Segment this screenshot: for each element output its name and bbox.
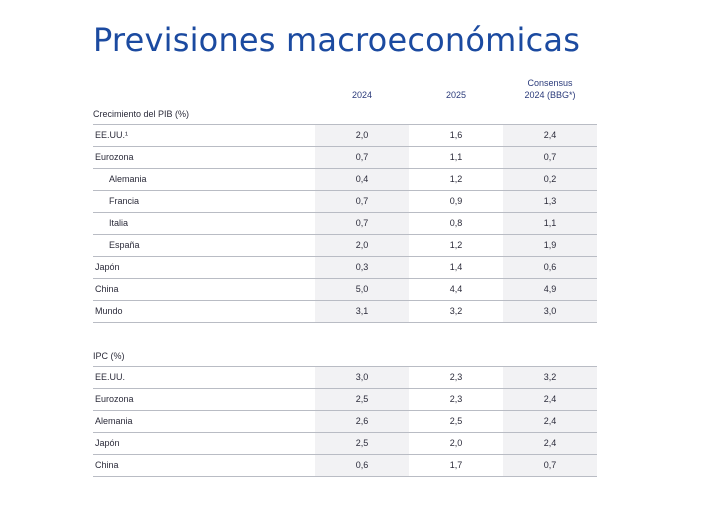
cell-consensus: 2,4 [503,411,597,432]
row-label: China [95,284,119,294]
cell-2024: 2,0 [315,235,409,256]
cell-2025: 2,5 [449,416,463,426]
cell-2024: 0,7 [315,191,409,212]
cell-2024: 2,5 [315,433,409,454]
cell-2024: 5,0 [315,279,409,300]
cell-2024: 2,5 [315,389,409,410]
cell-consensus: 0,6 [503,257,597,278]
row-label: Alemania [95,416,133,426]
cell-2025: 2,3 [449,394,463,404]
cell-2024: 2,0 [315,125,409,146]
cell-2025: 2,3 [449,372,463,382]
section-label-ipc: IPC (%) [93,351,125,361]
cell-2025: 2,0 [449,438,463,448]
row-label: China [95,460,119,470]
column-header-consensus-line2: 2024 (BBG*) [524,90,576,100]
cell-consensus: 0,7 [503,147,597,168]
cell-consensus: 3,2 [503,367,597,388]
cell-2024: 2,6 [315,411,409,432]
column-header-2025: 2025 [445,90,467,100]
cell-2025: 1,2 [449,240,463,250]
cell-consensus: 2,4 [503,125,597,146]
table-row: Eurozona 0,7 1,1 0,7 [93,147,597,169]
cell-2025: 4,4 [449,284,463,294]
table-row: Japón 0,3 1,4 0,6 [93,257,597,279]
cell-2025: 1,2 [449,174,463,184]
cell-consensus: 1,1 [503,213,597,234]
row-label: Alemania [109,174,147,184]
row-label: Eurozona [95,152,134,162]
table-row: Eurozona 2,5 2,3 2,4 [93,389,597,411]
table-row: Mundo 3,1 3,2 3,0 [93,301,597,323]
row-label: Mundo [95,306,123,316]
cell-2025: 0,8 [449,218,463,228]
section-label-pib: Crecimiento del PIB (%) [93,109,190,119]
row-label: Eurozona [95,394,134,404]
cell-2024: 0,7 [315,147,409,168]
row-label: España [109,240,140,250]
row-label: Italia [109,218,129,228]
cell-consensus: 3,0 [503,301,597,322]
row-label: Francia [109,196,140,206]
table-row: China 0,6 1,7 0,7 [93,455,597,477]
cell-2024: 0,3 [315,257,409,278]
cell-consensus: 1,3 [503,191,597,212]
table-row: Italia 0,7 0,8 1,1 [93,213,597,235]
cell-consensus: 2,4 [503,389,597,410]
cell-2024: 3,0 [315,367,409,388]
page-title: Previsiones macroeconómicas [93,21,581,59]
table-row: España 2,0 1,2 1,9 [93,235,597,257]
cell-2024: 3,1 [315,301,409,322]
row-label: EE.UU. [95,372,126,382]
table-row: Alemania 0,4 1,2 0,2 [93,169,597,191]
table-row: China 5,0 4,4 4,9 [93,279,597,301]
table-row: EE.UU. 3,0 2,3 3,2 [93,367,597,389]
cell-2025: 1,7 [449,460,463,470]
column-header-2024: 2024 [351,90,373,100]
cell-2024: 0,7 [315,213,409,234]
table-row: Alemania 2,6 2,5 2,4 [93,411,597,433]
row-label: EE.UU.¹ [95,130,129,140]
cell-2024: 0,6 [315,455,409,476]
cell-consensus: 2,4 [503,433,597,454]
table-row: Japón 2,5 2,0 2,4 [93,433,597,455]
section-divider-ipc [93,366,597,367]
cell-2024: 0,4 [315,169,409,190]
table-row: Francia 0,7 0,9 1,3 [93,191,597,213]
cell-consensus: 1,9 [503,235,597,256]
cell-2025: 1,1 [449,152,463,162]
cell-2025: 0,9 [449,196,463,206]
cell-consensus: 0,7 [503,455,597,476]
table-row: EE.UU.¹ 2,0 1,6 2,4 [93,125,597,147]
section-divider-pib [93,124,597,125]
row-label: Japón [95,262,120,272]
cell-consensus: 0,2 [503,169,597,190]
cell-2025: 1,6 [449,130,463,140]
column-header-consensus-line1: Consensus [527,78,573,88]
cell-2025: 1,4 [449,262,463,272]
column-header-consensus: Consensus 2024 (BBG*) [503,77,597,101]
row-label: Japón [95,438,120,448]
cell-2025: 3,2 [449,306,463,316]
cell-consensus: 4,9 [503,279,597,300]
